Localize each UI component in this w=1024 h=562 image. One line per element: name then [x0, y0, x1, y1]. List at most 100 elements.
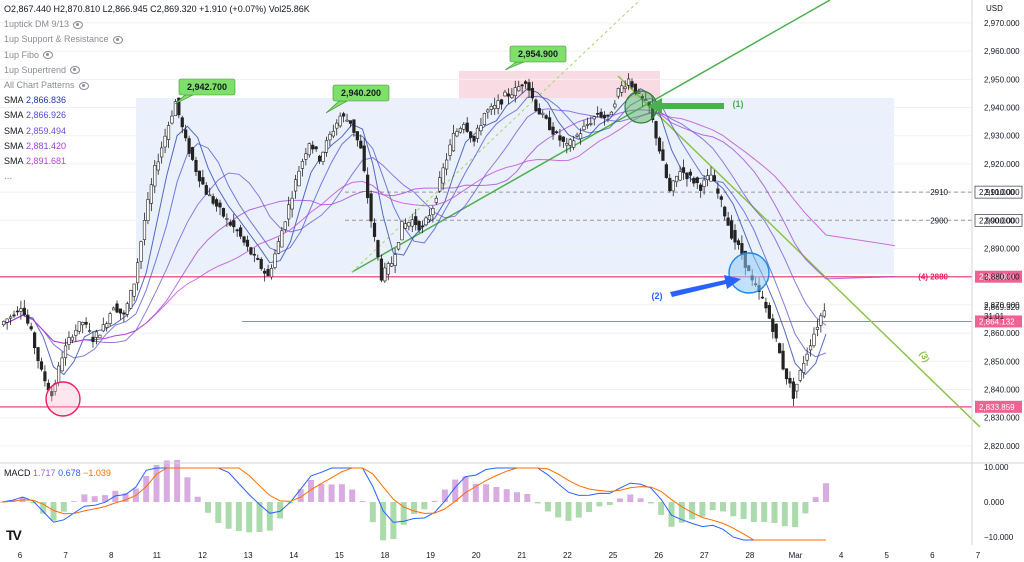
- candle-body: [194, 159, 198, 172]
- indicator-row[interactable]: 1up Support & Resistance: [4, 32, 310, 47]
- candle-body: [372, 222, 377, 237]
- candle-body: [386, 263, 390, 275]
- indicator-row[interactable]: 1uptick DM 9/13: [4, 17, 310, 32]
- macd-histogram-bar: [462, 476, 469, 502]
- candle-body: [661, 149, 665, 161]
- y-tick-label: 2,910.000: [984, 188, 1020, 197]
- y-tick-label: 2,900.000: [984, 216, 1020, 225]
- candle-body: [657, 137, 662, 152]
- x-tick-label: 19: [426, 551, 435, 560]
- macd-histogram-bar: [308, 479, 314, 502]
- annotation-labels: 2,942.700 2,940.200 2,954.900 (1) (2) (3): [174, 45, 932, 364]
- candle-body: [249, 247, 253, 255]
- candle-body: [640, 96, 644, 99]
- candle-body: [146, 199, 150, 221]
- candle-body: [530, 87, 535, 99]
- macd-histogram-bar: [50, 502, 57, 521]
- candle-body: [81, 322, 85, 326]
- candle-body: [15, 310, 20, 313]
- level-label: 2900: [930, 216, 948, 225]
- candle-body: [122, 312, 126, 315]
- candle-body: [438, 177, 442, 192]
- candle-body: [733, 230, 737, 243]
- candle-body: [740, 243, 744, 256]
- candle-body: [506, 93, 511, 97]
- macd-histogram-bar: [761, 502, 768, 523]
- eye-icon[interactable]: [70, 66, 81, 75]
- candle-body: [808, 345, 813, 351]
- macd-histogram-bar: [143, 475, 150, 502]
- macd-histogram-bar: [328, 484, 335, 502]
- sma-row[interactable]: SMA 2,859.494: [4, 124, 310, 139]
- candle-body: [139, 241, 143, 262]
- sma-line: [1, 88, 827, 376]
- candle-body: [101, 324, 105, 332]
- x-tick-label: 27: [700, 551, 709, 560]
- macd-histogram-bar: [297, 489, 304, 502]
- price-tag-text: 2,900.000: [979, 216, 1015, 225]
- peak-label-box: [178, 78, 236, 96]
- candle-body: [572, 140, 576, 148]
- candle-body: [671, 180, 675, 192]
- macd-histogram-bar: [709, 502, 716, 511]
- candle-body: [259, 259, 263, 269]
- candle-body: [802, 363, 806, 373]
- candle-body: [111, 307, 116, 311]
- indicator-row[interactable]: 1up Fibo: [4, 48, 310, 63]
- candle-body: [451, 132, 456, 152]
- candle-body: [596, 113, 600, 115]
- candle-body: [558, 135, 562, 141]
- macd-histogram-bar: [225, 502, 232, 529]
- sma-row[interactable]: SMA 2,881.420: [4, 139, 310, 154]
- candle-body: [376, 240, 380, 258]
- candle-body: [118, 308, 123, 314]
- macd-value-2: 0.678: [58, 468, 81, 478]
- x-tick-label: 12: [198, 551, 207, 560]
- horizontal-levels: 2910 2,910.000 2900 2,900.000 (4) 2880 2,880.…: [0, 185, 1023, 413]
- sma-line: [1, 95, 827, 359]
- candle-body: [166, 125, 171, 140]
- eye-icon[interactable]: [43, 51, 54, 60]
- x-tick-label: 20: [472, 551, 481, 560]
- candle-body: [784, 368, 789, 380]
- candle-body: [221, 208, 226, 217]
- candle-body: [644, 99, 648, 102]
- candle-body: [232, 220, 236, 228]
- candle-body: [414, 216, 418, 226]
- candle-body: [499, 99, 504, 105]
- macd-histogram-bar: [699, 502, 706, 517]
- candle-body: [307, 143, 311, 156]
- candle-body: [729, 220, 734, 239]
- sma-row[interactable]: SMA 2,891.681: [4, 154, 310, 169]
- x-tick-label: 25: [609, 551, 618, 560]
- candle-body: [293, 179, 298, 192]
- sma-row[interactable]: SMA 2,866.836: [4, 93, 310, 108]
- candle-body: [424, 217, 428, 226]
- candle-body: [602, 114, 607, 118]
- eye-icon[interactable]: [112, 36, 123, 45]
- candle-body: [431, 208, 435, 215]
- macd-histogram-bar: [483, 484, 490, 502]
- circle-marker-low: [45, 381, 81, 417]
- eye-icon[interactable]: [78, 81, 89, 90]
- sma-row[interactable]: SMA 2,866.926: [4, 108, 310, 123]
- indicator-row[interactable]: 1up Supertrend: [4, 63, 310, 78]
- candle-body: [348, 120, 353, 124]
- more-indicators-icon[interactable]: ...: [4, 171, 13, 183]
- macd-histogram-bar: [400, 502, 407, 525]
- peak-label: 2,954.900: [518, 49, 558, 59]
- indicator-row[interactable]: All Chart Patterns: [4, 78, 310, 93]
- candle-body: [366, 174, 370, 199]
- eye-icon[interactable]: [73, 20, 84, 29]
- candle-body: [383, 267, 387, 282]
- candle-body: [57, 365, 61, 383]
- macd-histogram-bar: [235, 502, 242, 532]
- macd-histogram-bar: [565, 502, 572, 521]
- macd-tick-label: 10.000: [984, 463, 1009, 472]
- macd-histogram-bar: [730, 502, 737, 517]
- macd-histogram-bar: [359, 500, 366, 502]
- peak-label-box: [509, 45, 567, 63]
- candle-body: [445, 159, 449, 170]
- y-tick-label: 2,870.000: [984, 301, 1020, 310]
